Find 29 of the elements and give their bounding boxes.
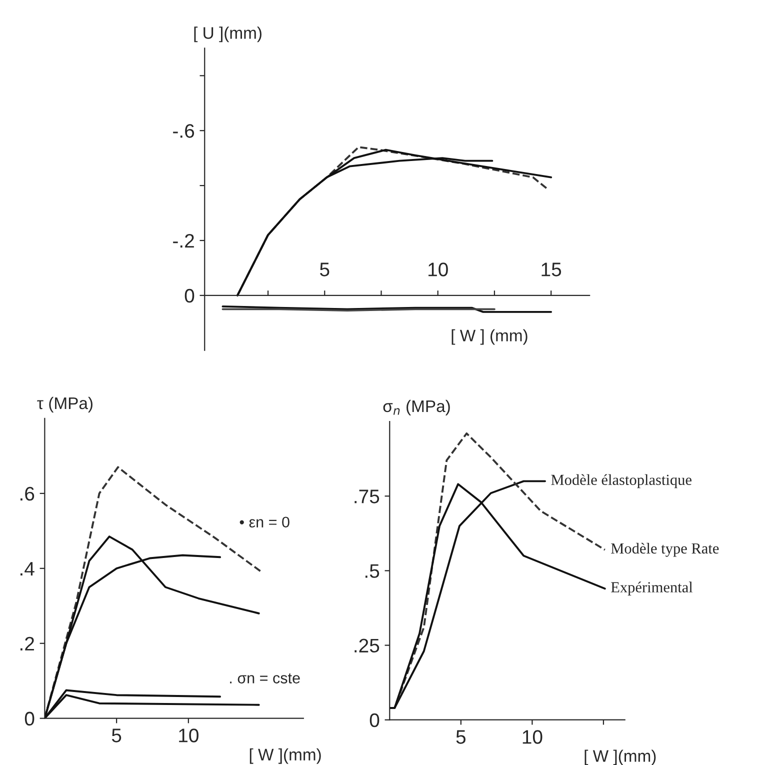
y-tick-label: -.2 xyxy=(173,234,194,248)
x-tick-label: 15 xyxy=(542,262,562,276)
y-tick-label: .5 xyxy=(365,564,380,578)
y-axis-title: [ U ](mm) xyxy=(194,26,262,42)
x-tick-label: 5 xyxy=(456,730,466,744)
y-tick-label: .4 xyxy=(20,562,34,576)
x-tick-label: 10 xyxy=(428,262,448,276)
y-tick-label: .6 xyxy=(20,486,34,501)
x-axis-title: [ W ](mm) xyxy=(584,750,656,765)
x-tick-label: 5 xyxy=(320,262,330,276)
y-tick-label: 0 xyxy=(370,713,380,728)
annotation: • εn = 0 xyxy=(240,516,290,528)
series-label: Expérimental xyxy=(611,582,693,596)
y-tick-label: -.6 xyxy=(173,124,194,138)
x-tick-label: 5 xyxy=(112,728,122,742)
x-axis-title: [ W ] (mm) xyxy=(452,329,528,345)
y-tick-label: 0 xyxy=(24,712,34,726)
y-axis-title: σ$_{n}$ (MPa) xyxy=(383,400,450,416)
y-tick-label: .2 xyxy=(20,636,34,650)
x-tick-label: 10 xyxy=(522,730,542,744)
x-tick-label: 10 xyxy=(179,728,198,742)
annotation: . σn = cste xyxy=(230,673,300,684)
x-axis-title: [ W ](mm) xyxy=(250,748,321,764)
y-tick-label: .75 xyxy=(354,490,380,504)
series-label: Modèle élastoplastique xyxy=(551,474,692,488)
y-axis-title: τ (MPa) xyxy=(37,396,92,412)
y-tick-label: .25 xyxy=(354,638,380,653)
y-tick-label: 0 xyxy=(184,288,194,303)
series-label: Modèle type Rate xyxy=(611,542,719,557)
